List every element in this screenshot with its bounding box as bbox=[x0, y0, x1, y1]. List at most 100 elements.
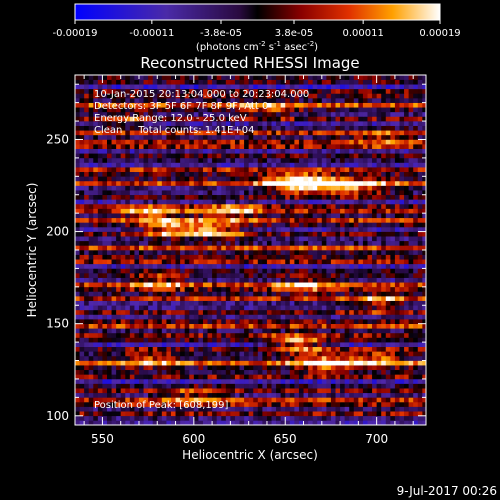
heatmap-cell bbox=[170, 139, 176, 145]
heatmap-cell bbox=[312, 134, 318, 140]
heatmap-cell bbox=[340, 309, 345, 315]
heatmap-cell bbox=[285, 291, 291, 297]
heatmap-cell bbox=[207, 337, 213, 343]
heatmap-cell bbox=[253, 134, 259, 140]
heatmap-cell bbox=[344, 309, 350, 315]
heatmap-cell bbox=[413, 148, 419, 154]
heatmap-cell bbox=[394, 203, 400, 209]
heatmap-cell bbox=[152, 130, 158, 136]
heatmap-cell bbox=[321, 139, 327, 145]
heatmap-cell bbox=[212, 203, 217, 209]
heatmap-cell bbox=[271, 346, 277, 352]
heatmap-cell bbox=[394, 300, 400, 306]
heatmap-cell bbox=[198, 180, 204, 186]
heatmap-cell bbox=[280, 203, 286, 209]
heatmap-cell bbox=[93, 194, 99, 200]
heatmap-cell bbox=[120, 346, 126, 352]
heatmap-cell bbox=[180, 208, 185, 214]
heatmap-cell bbox=[244, 319, 249, 324]
heatmap-cell bbox=[175, 286, 181, 292]
heatmap-cell bbox=[244, 332, 249, 338]
heatmap-cell bbox=[362, 309, 368, 315]
heatmap-cell bbox=[120, 217, 126, 223]
heatmap-cell bbox=[189, 203, 195, 209]
heatmap-cell bbox=[257, 346, 263, 352]
heatmap-cell bbox=[189, 305, 195, 311]
heatmap-cell bbox=[212, 406, 217, 412]
heatmap-cell bbox=[97, 167, 103, 173]
heatmap-cell bbox=[372, 411, 377, 417]
heatmap-cell bbox=[257, 360, 263, 366]
heatmap-cell bbox=[353, 259, 359, 265]
heatmap-cell bbox=[198, 342, 204, 348]
heatmap-cell bbox=[262, 286, 268, 292]
heatmap-cell bbox=[106, 236, 112, 242]
heatmap-cell bbox=[358, 300, 364, 306]
heatmap-cell bbox=[298, 144, 304, 149]
heatmap-cell bbox=[184, 250, 190, 255]
heatmap-cell bbox=[413, 309, 419, 315]
heatmap-cell bbox=[413, 378, 419, 384]
heatmap-cell bbox=[198, 213, 204, 219]
heatmap-cell bbox=[230, 296, 236, 301]
heatmap-cell bbox=[280, 144, 286, 149]
heatmap-cell bbox=[134, 392, 140, 398]
heatmap-cell bbox=[216, 144, 222, 149]
heatmap-cell bbox=[216, 153, 222, 159]
heatmap-cell bbox=[276, 199, 281, 205]
heatmap-cell bbox=[216, 337, 222, 343]
heatmap-cell bbox=[253, 268, 259, 274]
heatmap-cell bbox=[111, 351, 117, 357]
heatmap-cell bbox=[385, 388, 391, 394]
heatmap-cell bbox=[358, 305, 364, 311]
heatmap-cell bbox=[298, 125, 304, 131]
heatmap-cell bbox=[152, 273, 158, 278]
heatmap-cell bbox=[248, 378, 254, 384]
heatmap-cell bbox=[157, 185, 163, 191]
heatmap-cell bbox=[212, 236, 217, 242]
heatmap-cell bbox=[189, 392, 195, 398]
heatmap-cell bbox=[97, 300, 103, 306]
heatmap-cell bbox=[111, 378, 117, 384]
heatmap-cell bbox=[257, 263, 263, 269]
heatmap-cell bbox=[408, 296, 414, 301]
heatmap-cell bbox=[106, 148, 112, 154]
heatmap-cell bbox=[257, 286, 263, 292]
heatmap-cell bbox=[367, 194, 373, 200]
heatmap-cell bbox=[129, 374, 135, 380]
heatmap-cell bbox=[125, 144, 131, 149]
heatmap-cell bbox=[116, 374, 121, 380]
heatmap-cell bbox=[230, 185, 236, 191]
heatmap-cell bbox=[180, 332, 185, 338]
heatmap-cell bbox=[298, 199, 304, 205]
heatmap-cell bbox=[326, 383, 332, 389]
heatmap-cell bbox=[298, 259, 304, 265]
heatmap-cell bbox=[88, 171, 94, 177]
heatmap-cell bbox=[417, 231, 423, 237]
heatmap-cell bbox=[253, 369, 259, 375]
heatmap-cell bbox=[262, 383, 268, 389]
heatmap-cell bbox=[276, 139, 281, 145]
heatmap-cell bbox=[212, 388, 217, 394]
heatmap-cell bbox=[111, 319, 117, 324]
heatmap-cell bbox=[349, 411, 355, 417]
heatmap-cell bbox=[84, 162, 90, 168]
heatmap-cell bbox=[317, 273, 323, 278]
heatmap-cell bbox=[358, 332, 364, 338]
heatmap-cell bbox=[138, 374, 144, 380]
heatmap-cell bbox=[216, 194, 222, 200]
heatmap-cell bbox=[148, 167, 153, 173]
heatmap-cell bbox=[207, 171, 213, 177]
heatmap-cell bbox=[344, 415, 350, 421]
heatmap-cell bbox=[221, 365, 227, 371]
heatmap-cell bbox=[385, 254, 391, 260]
heatmap-cell bbox=[330, 203, 336, 209]
heatmap-cell bbox=[125, 346, 131, 352]
heatmap-cell bbox=[381, 365, 387, 371]
heatmap-cell bbox=[125, 259, 131, 265]
heatmap-cell bbox=[166, 355, 172, 361]
heatmap-cell bbox=[106, 296, 112, 301]
heatmap-cell bbox=[312, 374, 318, 380]
heatmap-cell bbox=[330, 240, 336, 246]
heatmap-cell bbox=[289, 180, 295, 186]
